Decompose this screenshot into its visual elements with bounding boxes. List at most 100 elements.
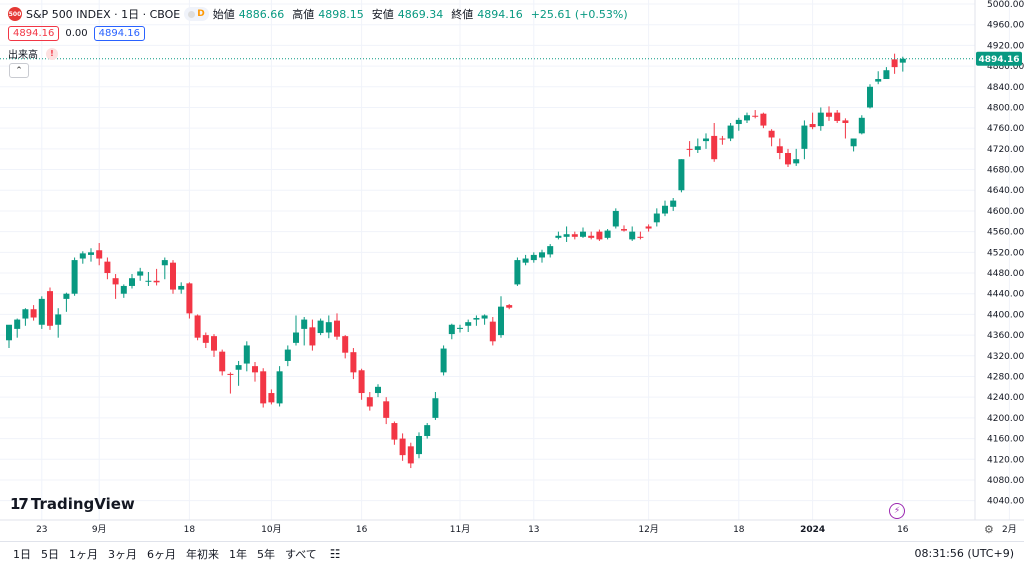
close-value: 4894.16 bbox=[477, 7, 523, 21]
candle-body bbox=[432, 398, 439, 418]
time-tick-label: 18 bbox=[184, 525, 196, 535]
price-tick-label: 4040.00 bbox=[987, 497, 1024, 507]
price-tick-label: 4240.00 bbox=[987, 393, 1024, 403]
candle-body bbox=[858, 117, 865, 134]
timeframe-ytd-button[interactable]: 年初来 bbox=[186, 548, 219, 561]
price-tick-label: 4440.00 bbox=[987, 290, 1024, 300]
candle-body bbox=[260, 371, 267, 404]
market-status-pill[interactable]: D bbox=[184, 7, 209, 21]
candle-body bbox=[317, 320, 324, 334]
chart-canvas[interactable]: 4040.00 4080.00 4120.00 4160.00 4200.00 4240.… bbox=[0, 0, 1024, 541]
candle-body bbox=[604, 230, 611, 238]
candle-body bbox=[719, 138, 726, 140]
candle-body bbox=[498, 306, 504, 336]
candle-body bbox=[662, 205, 668, 214]
candle-body bbox=[694, 146, 701, 150]
candle-body bbox=[55, 314, 62, 325]
symbol-legend[interactable]: 500 S&P 500 INDEX · 1日 · CBOE D 始値 4886.6… bbox=[8, 6, 632, 22]
timeframe-1y-button[interactable]: 1年 bbox=[229, 548, 247, 561]
time-tick-label: 12月 bbox=[638, 524, 658, 535]
candle-body bbox=[621, 229, 627, 231]
date-range-icon[interactable]: ☷ bbox=[329, 547, 341, 561]
price-tick-label: 4320.00 bbox=[987, 352, 1024, 362]
timeframe-5d-button[interactable]: 5日 bbox=[41, 548, 59, 561]
last-price-tag-label: 4894.16 bbox=[979, 55, 1020, 65]
tradingview-logo[interactable]: 17 TradingView bbox=[10, 495, 135, 513]
price-tick-label: 4560.00 bbox=[987, 228, 1024, 238]
open-label: 始値 bbox=[212, 8, 235, 21]
candle-body bbox=[489, 321, 496, 342]
candle-body bbox=[219, 351, 226, 372]
candle-body bbox=[22, 309, 29, 319]
candle-body bbox=[826, 112, 832, 117]
time-tick-label: 9月 bbox=[92, 524, 107, 535]
candle-body bbox=[276, 371, 283, 404]
volume-label[interactable]: 出来高 bbox=[8, 50, 38, 61]
candle-body bbox=[202, 335, 209, 343]
price-tick-label: 4120.00 bbox=[987, 455, 1024, 465]
candle-body bbox=[793, 159, 800, 164]
timeframe-1d-button[interactable]: 1日 bbox=[13, 548, 31, 561]
price-tick-label: 4600.00 bbox=[987, 207, 1024, 217]
candle-body bbox=[334, 320, 340, 337]
gear-icon[interactable]: ⚙ bbox=[984, 523, 994, 536]
time-tick-label: 2月 bbox=[1002, 524, 1017, 535]
change-value: +25.61 (+0.53%) bbox=[530, 7, 628, 21]
candle-body bbox=[227, 373, 234, 375]
candle-body bbox=[891, 59, 898, 68]
candle-body bbox=[530, 254, 537, 261]
candle-body bbox=[194, 315, 201, 338]
clock-display[interactable]: 08:31:56 (UTC+9) bbox=[914, 547, 1014, 560]
logo-text: TradingView bbox=[30, 495, 135, 513]
buy-price-box[interactable]: 4894.16 bbox=[93, 26, 145, 41]
candle-body bbox=[735, 119, 742, 125]
time-tick-label: 16 bbox=[897, 525, 909, 535]
low-label: 安値 bbox=[371, 8, 394, 21]
candle-body bbox=[727, 125, 734, 139]
symbol-title[interactable]: S&P 500 INDEX · 1日 · CBOE bbox=[26, 8, 181, 21]
candle-body bbox=[309, 327, 316, 346]
candle-body bbox=[186, 283, 193, 314]
candle-body bbox=[522, 258, 529, 263]
candle-body bbox=[284, 349, 291, 361]
candle-body bbox=[596, 231, 603, 240]
status-dot-icon bbox=[188, 10, 196, 18]
timeframe-3m-button[interactable]: 3ヶ月 bbox=[108, 548, 137, 561]
candle-body bbox=[88, 252, 94, 255]
sell-price-box[interactable]: 4894.16 bbox=[8, 26, 60, 41]
candle-body bbox=[38, 298, 45, 325]
candle-body bbox=[760, 113, 767, 126]
symbol-logo-icon: 500 bbox=[8, 7, 22, 21]
candle-body bbox=[547, 246, 554, 255]
candle-body bbox=[47, 291, 53, 326]
price-tick-label: 4280.00 bbox=[987, 372, 1024, 382]
candle-body bbox=[539, 252, 545, 258]
candle-body bbox=[580, 231, 586, 237]
candle-body bbox=[448, 324, 455, 335]
candle-body bbox=[6, 324, 12, 341]
candle-body bbox=[506, 305, 513, 308]
candle-body bbox=[867, 86, 873, 108]
low-value: 4869.34 bbox=[397, 7, 444, 21]
high-label: 高値 bbox=[292, 8, 315, 21]
candle-body bbox=[342, 336, 349, 353]
timeframe-5y-button[interactable]: 5年 bbox=[257, 548, 275, 561]
candle-body bbox=[612, 210, 619, 227]
timeframe-all-button[interactable]: すべて bbox=[285, 548, 317, 561]
candle-body bbox=[416, 435, 422, 455]
timeframe-6m-button[interactable]: 6ヶ月 bbox=[147, 548, 176, 561]
price-tick-label: 4080.00 bbox=[987, 476, 1024, 486]
high-value: 4898.15 bbox=[318, 7, 364, 21]
candle-body bbox=[457, 327, 463, 329]
candle-body bbox=[268, 393, 275, 403]
collapse-legend-button[interactable]: ⌃ bbox=[9, 63, 29, 78]
warning-icon[interactable]: ! bbox=[46, 47, 58, 60]
candle-body bbox=[391, 423, 398, 440]
price-tick-label: 4800.00 bbox=[987, 103, 1024, 113]
lightning-icon[interactable]: ⚡ bbox=[889, 503, 905, 519]
candle-body bbox=[293, 332, 299, 343]
time-tick-label: 13 bbox=[528, 525, 539, 535]
price-tick-label: 4880.00 bbox=[987, 62, 1024, 72]
timeframe-1m-button[interactable]: 1ヶ月 bbox=[69, 548, 98, 561]
volume-legend: 出来高 ! bbox=[8, 46, 58, 61]
